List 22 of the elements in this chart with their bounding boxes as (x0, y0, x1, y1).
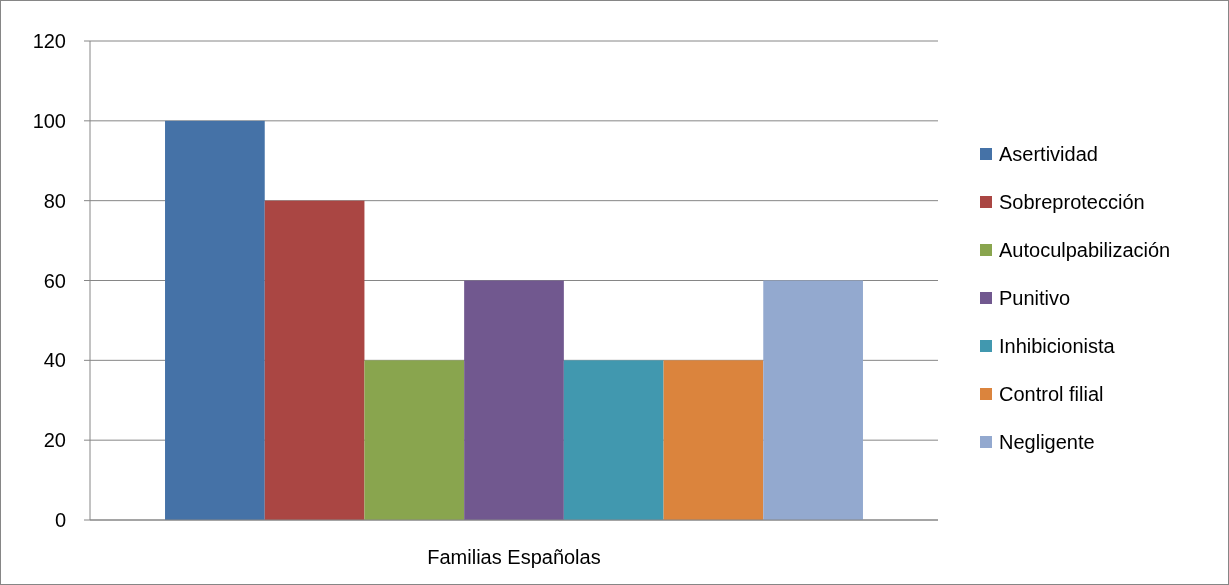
x-tick-label: Familias Españolas (427, 546, 601, 568)
bar (364, 360, 465, 520)
bar (563, 360, 664, 520)
legend-label: Punitivo (999, 287, 1071, 309)
y-tick-label: 80 (43, 189, 66, 212)
y-tick-label: 120 (32, 30, 66, 52)
bar (165, 120, 265, 520)
y-tick-label: 40 (43, 349, 66, 372)
legend-label: Negligente (999, 431, 1095, 453)
legend-label: Autoculpabilización (999, 239, 1171, 261)
y-tick-label: 20 (43, 429, 66, 452)
legend-label: Inhibicionista (999, 335, 1116, 357)
y-tick-label: 100 (32, 109, 66, 132)
legend-label: Control filial (999, 383, 1104, 405)
y-tick-label: 0 (54, 509, 66, 531)
bar (763, 280, 863, 520)
legend-label: Sobreprotección (999, 191, 1145, 213)
y-tick-label: 60 (43, 269, 66, 292)
bar (663, 360, 764, 520)
bar (464, 280, 564, 520)
bar (264, 200, 365, 520)
legend-label: Asertividad (999, 143, 1098, 165)
